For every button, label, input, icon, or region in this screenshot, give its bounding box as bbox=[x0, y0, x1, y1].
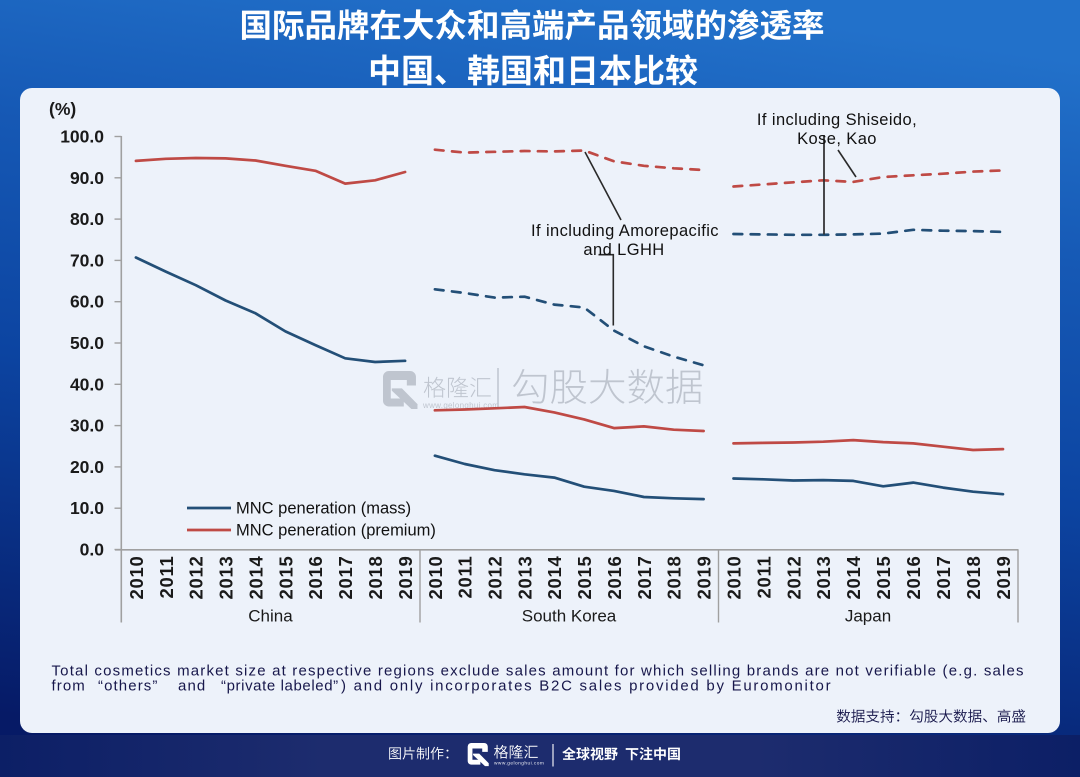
svg-text:2016: 2016 bbox=[604, 556, 625, 600]
svg-text:www.gelonghui.com: www.gelonghui.com bbox=[422, 401, 499, 410]
svg-text:and LGHH: and LGHH bbox=[583, 241, 664, 259]
svg-text:2015: 2015 bbox=[574, 556, 595, 600]
svg-text:“private labeled”: “private labeled” bbox=[221, 678, 339, 695]
svg-text:and: and bbox=[178, 678, 206, 695]
svg-text:60.0: 60.0 bbox=[70, 292, 104, 312]
svg-text:2010: 2010 bbox=[126, 556, 147, 600]
svg-text:2012: 2012 bbox=[783, 556, 804, 600]
svg-text:) and only incorporates B2C sa: ) and only incorporates B2C sales provid… bbox=[341, 678, 832, 695]
svg-text:30.0: 30.0 bbox=[70, 416, 104, 436]
svg-text:2014: 2014 bbox=[245, 556, 266, 600]
svg-text:2011: 2011 bbox=[156, 556, 177, 599]
svg-text:2019: 2019 bbox=[395, 556, 416, 600]
svg-text:Total cosmetics market size at: Total cosmetics market size at respectiv… bbox=[52, 663, 1025, 680]
svg-text:0.0: 0.0 bbox=[80, 540, 105, 560]
svg-text:www.gelonghui.com: www.gelonghui.com bbox=[494, 761, 544, 767]
svg-text:2017: 2017 bbox=[634, 556, 655, 600]
svg-text:2010: 2010 bbox=[723, 556, 744, 600]
svg-text:2015: 2015 bbox=[873, 556, 894, 600]
svg-text:100.0: 100.0 bbox=[60, 127, 104, 147]
svg-text:2016: 2016 bbox=[903, 556, 924, 600]
svg-text:If including Shiseido,: If including Shiseido, bbox=[757, 111, 917, 129]
svg-text:(%): (%) bbox=[49, 99, 76, 119]
svg-text:70.0: 70.0 bbox=[70, 250, 104, 270]
svg-text:Kose, Kao: Kose, Kao bbox=[797, 130, 877, 148]
svg-text:MNC peneration (mass): MNC peneration (mass) bbox=[236, 500, 411, 518]
svg-text:2019: 2019 bbox=[993, 556, 1014, 600]
svg-text:2011: 2011 bbox=[753, 556, 774, 599]
svg-text:2016: 2016 bbox=[305, 556, 326, 600]
svg-text:2017: 2017 bbox=[335, 556, 356, 600]
svg-text:2015: 2015 bbox=[275, 556, 296, 600]
svg-text:2013: 2013 bbox=[813, 556, 834, 600]
svg-text:80.0: 80.0 bbox=[70, 209, 104, 229]
svg-text:If including Amorepacific: If including Amorepacific bbox=[531, 222, 719, 240]
svg-text:50.0: 50.0 bbox=[70, 333, 104, 353]
svg-text:China: China bbox=[248, 607, 293, 626]
svg-text:2018: 2018 bbox=[664, 556, 685, 600]
svg-text:2018: 2018 bbox=[963, 556, 984, 600]
svg-text:South Korea: South Korea bbox=[522, 607, 617, 626]
svg-text:10.0: 10.0 bbox=[70, 498, 104, 518]
svg-text:MNC peneration (premium): MNC peneration (premium) bbox=[236, 522, 436, 540]
svg-text:40.0: 40.0 bbox=[70, 374, 104, 394]
svg-text:from: from bbox=[52, 678, 86, 695]
svg-text:2019: 2019 bbox=[694, 556, 715, 600]
svg-text:2017: 2017 bbox=[933, 556, 954, 600]
svg-text:2010: 2010 bbox=[425, 556, 446, 600]
svg-text:2014: 2014 bbox=[544, 556, 565, 600]
svg-text:“others”: “others” bbox=[98, 678, 158, 695]
svg-text:2011: 2011 bbox=[455, 556, 476, 599]
svg-text:2014: 2014 bbox=[843, 556, 864, 600]
svg-text:20.0: 20.0 bbox=[70, 457, 104, 477]
svg-text:2013: 2013 bbox=[216, 556, 237, 600]
svg-text:2018: 2018 bbox=[365, 556, 386, 600]
svg-text:2012: 2012 bbox=[186, 556, 207, 600]
svg-text:Japan: Japan bbox=[845, 607, 891, 626]
svg-text:90.0: 90.0 bbox=[70, 168, 104, 188]
svg-text:2013: 2013 bbox=[514, 556, 535, 600]
svg-text:2012: 2012 bbox=[485, 556, 506, 600]
